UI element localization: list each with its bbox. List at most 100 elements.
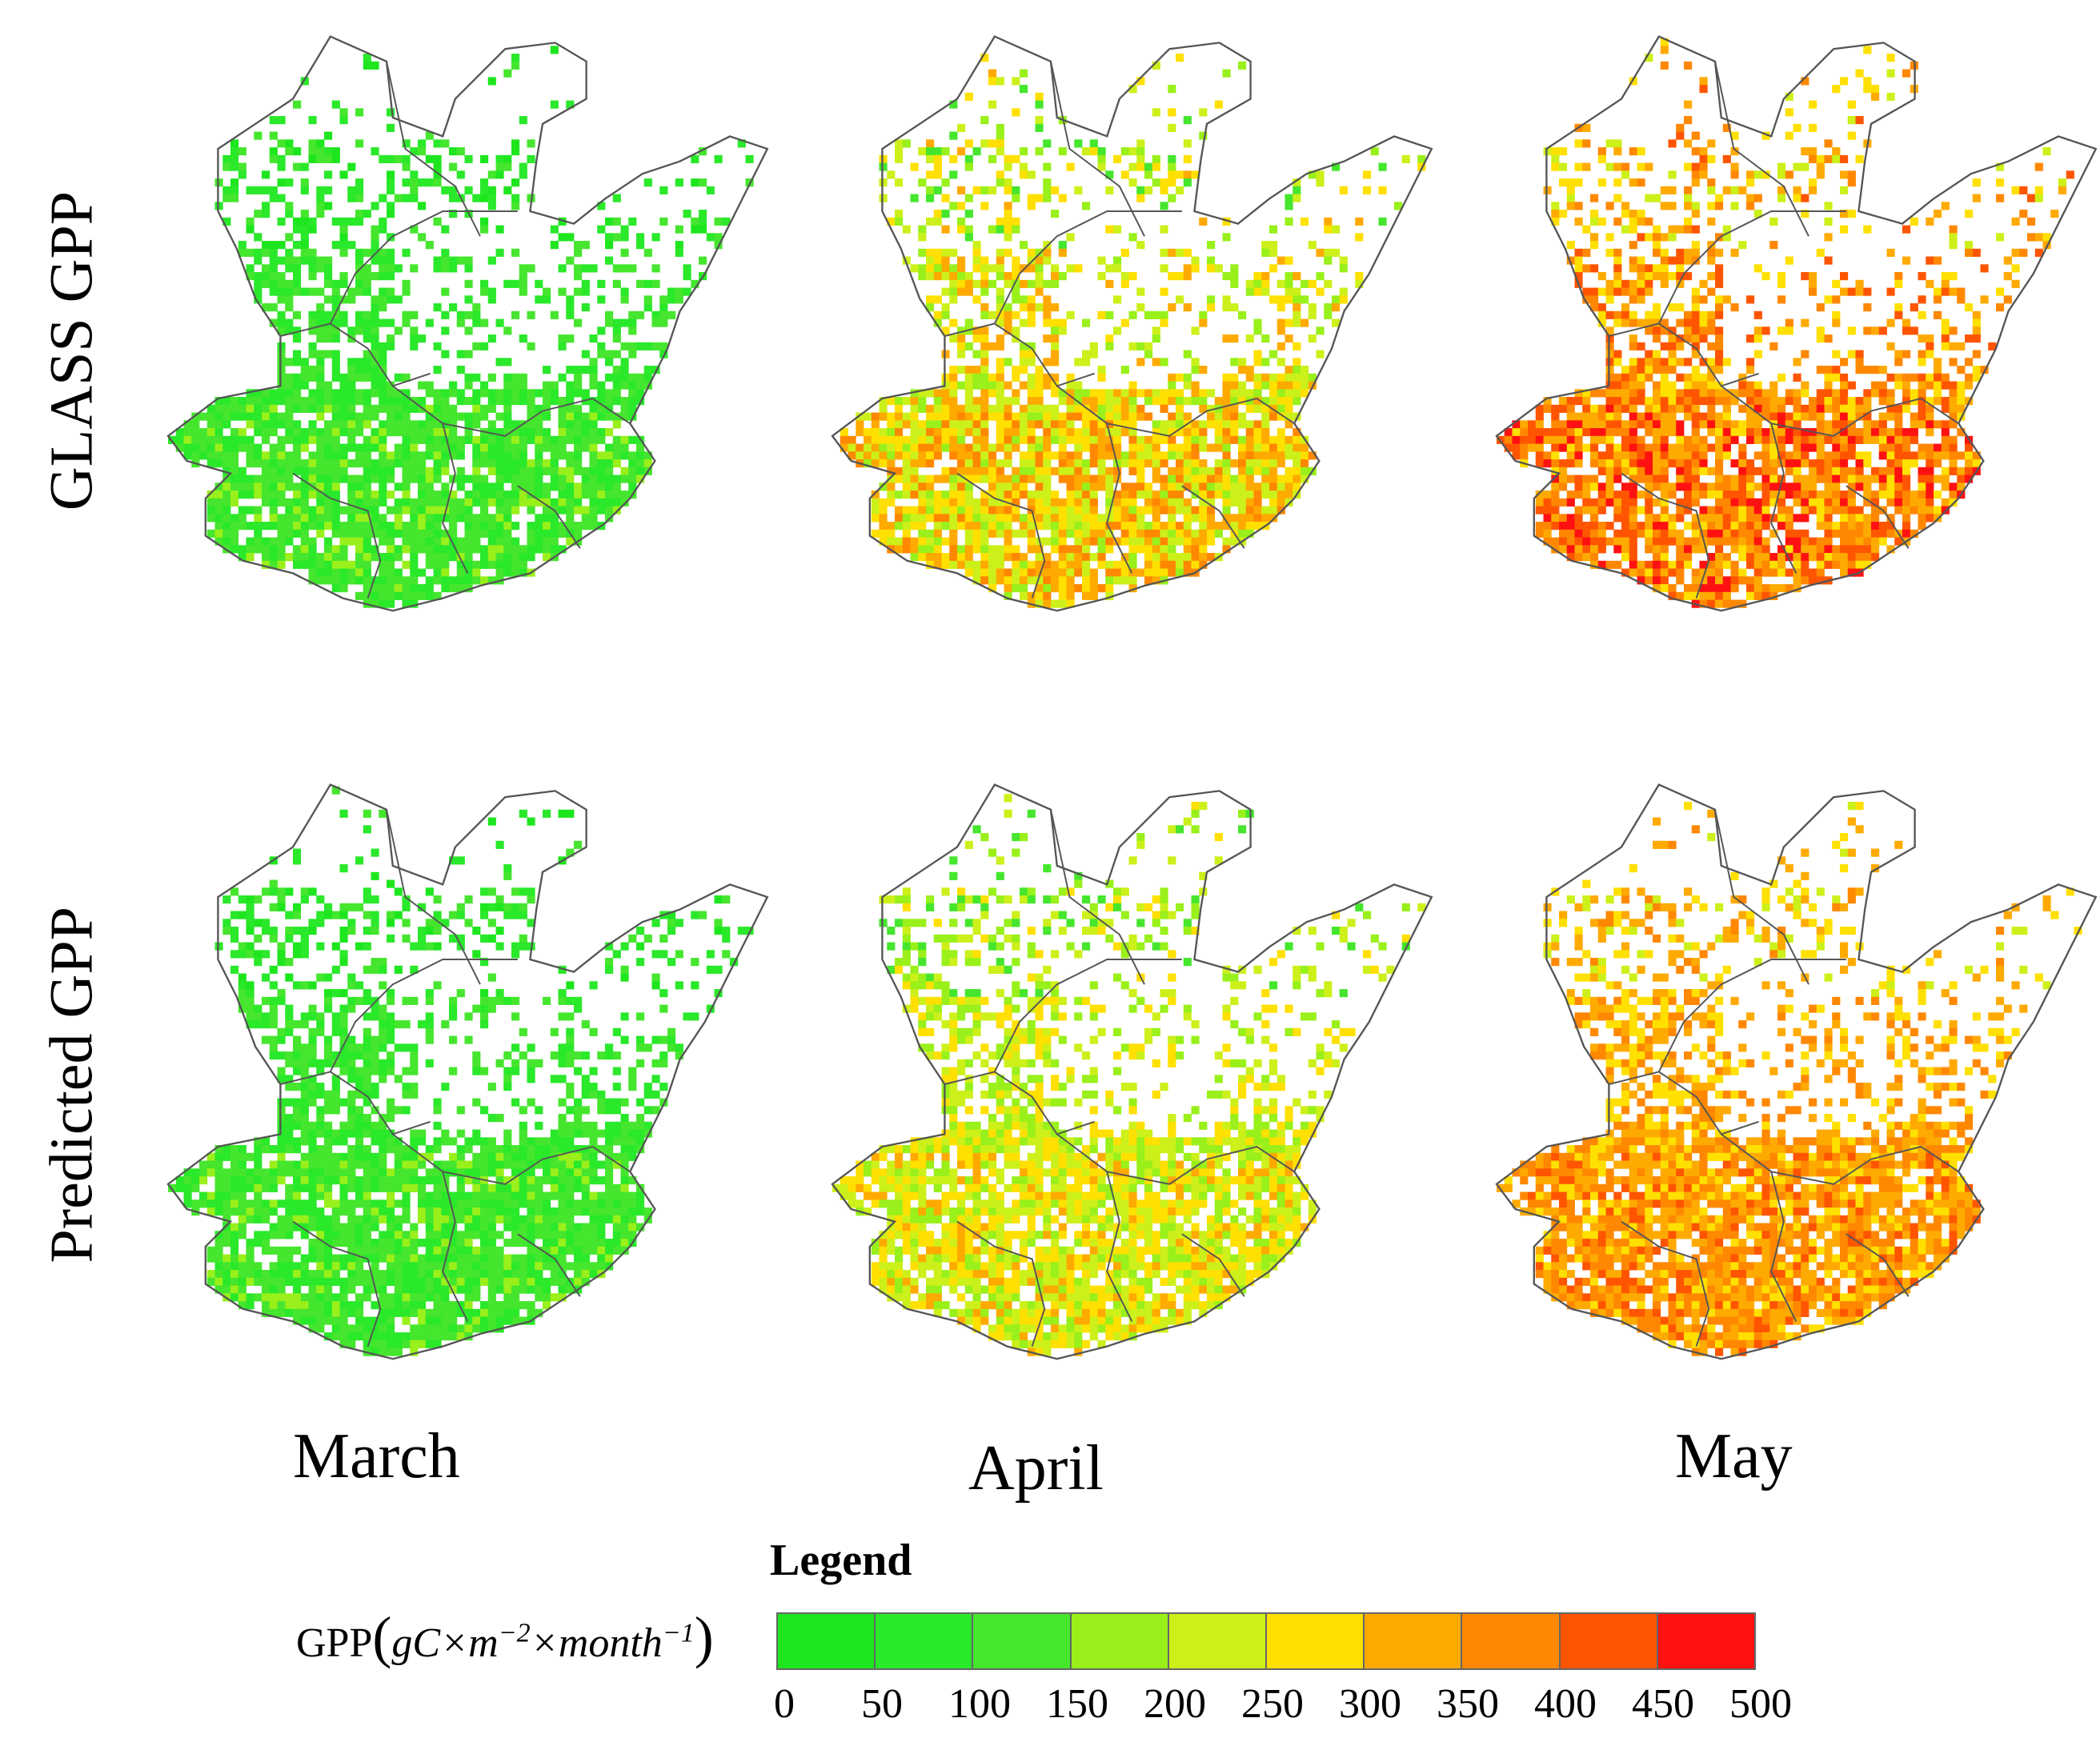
- gpp-pixel: [254, 389, 262, 398]
- gpp-pixel: [347, 560, 356, 569]
- gpp-pixel: [1918, 334, 1926, 343]
- gpp-pixel: [675, 241, 683, 250]
- gpp-pixel: [355, 576, 364, 585]
- gpp-pixel: [1566, 178, 1575, 187]
- gpp-pixel: [464, 295, 473, 304]
- gpp-pixel: [1176, 529, 1184, 538]
- gpp-pixel: [566, 459, 575, 468]
- gpp-pixel: [433, 537, 442, 546]
- gpp-pixel: [887, 537, 896, 546]
- gpp-pixel: [1136, 358, 1145, 366]
- gpp-pixel: [879, 154, 888, 163]
- gpp-pixel: [1261, 287, 1270, 296]
- gpp-pixel: [222, 506, 231, 515]
- gpp-pixel: [441, 560, 450, 569]
- gpp-pixel: [1730, 428, 1739, 437]
- gpp-pixel: [926, 483, 935, 491]
- gpp-pixel: [1832, 154, 1841, 163]
- gpp-pixel: [1894, 451, 1903, 460]
- gpp-pixel: [1785, 420, 1793, 429]
- gpp-pixel: [1245, 279, 1254, 288]
- gpp-pixel: [1027, 475, 1036, 483]
- gpp-pixel: [1653, 443, 1661, 452]
- gpp-pixel: [331, 279, 340, 288]
- gpp-pixel: [1300, 373, 1309, 382]
- gpp-pixel: [425, 131, 434, 140]
- gpp-pixel: [566, 435, 575, 444]
- gpp-pixel: [1809, 397, 1817, 406]
- gpp-pixel: [1269, 475, 1278, 483]
- gpp-pixel: [535, 435, 543, 444]
- gpp-pixel: [941, 178, 950, 187]
- gpp-pixel: [1566, 451, 1575, 460]
- gpp-pixel: [480, 154, 489, 163]
- gpp-pixel: [456, 568, 465, 577]
- gpp-pixel: [1332, 295, 1341, 304]
- gpp-pixel: [1902, 498, 1911, 507]
- gpp-pixel: [418, 591, 427, 600]
- gpp-pixel: [480, 491, 489, 499]
- gpp-pixel: [1894, 467, 1903, 475]
- gpp-pixel: [972, 326, 981, 335]
- gpp-pixel: [293, 467, 302, 475]
- gpp-pixel: [1660, 381, 1669, 390]
- gpp-pixel: [1066, 491, 1075, 499]
- gpp-pixel: [1730, 475, 1739, 483]
- gpp-pixel: [1566, 491, 1575, 499]
- gpp-pixel: [379, 272, 387, 281]
- gpp-pixel: [331, 568, 340, 577]
- gpp-pixel: [1136, 451, 1145, 460]
- gpp-pixel: [1191, 537, 1200, 546]
- gpp-pixel: [1715, 279, 1724, 288]
- gpp-pixel: [331, 428, 340, 437]
- gpp-pixel: [1089, 553, 1098, 562]
- gpp-pixel: [527, 264, 535, 273]
- gpp-pixel: [1902, 522, 1911, 531]
- gpp-pixel: [441, 139, 450, 148]
- gpp-pixel: [605, 467, 614, 475]
- gpp-pixel: [1949, 483, 1958, 491]
- gpp-pixel: [1668, 483, 1677, 491]
- gpp-pixel: [980, 412, 989, 421]
- gpp-pixel: [1629, 342, 1637, 350]
- gpp-pixel: [246, 225, 254, 234]
- gpp-pixel: [238, 475, 246, 483]
- gpp-pixel: [933, 389, 942, 398]
- gpp-pixel: [1222, 467, 1231, 475]
- gpp-pixel: [324, 131, 333, 140]
- gpp-pixel: [1035, 381, 1044, 390]
- gpp-pixel: [941, 537, 950, 546]
- gpp-pixel: [230, 412, 239, 421]
- gpp-pixel: [1715, 202, 1724, 210]
- gpp-pixel: [1645, 514, 1653, 523]
- gpp-pixel: [1222, 420, 1231, 429]
- gpp-pixel: [1840, 506, 1849, 515]
- gpp-pixel: [964, 491, 973, 499]
- gpp-pixel: [1058, 451, 1067, 460]
- gpp-pixel: [254, 404, 262, 413]
- gpp-pixel: [988, 514, 997, 523]
- gpp-pixel: [1668, 451, 1677, 460]
- gpp-pixel: [1276, 279, 1285, 288]
- gpp-pixel: [222, 162, 231, 171]
- gpp-pixel: [324, 522, 333, 531]
- gpp-pixel: [1738, 443, 1747, 452]
- gpp-pixel: [1004, 435, 1012, 444]
- gpp-pixel: [206, 443, 215, 452]
- gpp-pixel: [1707, 443, 1716, 452]
- gpp-pixel: [441, 491, 450, 499]
- gpp-pixel: [895, 467, 904, 475]
- gpp-pixel: [331, 389, 340, 398]
- gpp-pixel: [487, 529, 496, 538]
- gpp-pixel: [1074, 389, 1083, 398]
- gpp-pixel: [1082, 475, 1091, 483]
- gpp-pixel: [1746, 404, 1755, 413]
- gpp-pixel: [331, 506, 340, 515]
- gpp-pixel: [964, 233, 973, 242]
- gpp-pixel: [1941, 404, 1950, 413]
- gpp-pixel: [1058, 568, 1067, 577]
- gpp-pixel: [316, 318, 325, 327]
- gpp-pixel: [1918, 373, 1926, 382]
- gpp-pixel: [1832, 389, 1841, 398]
- gpp-pixel: [1629, 318, 1637, 327]
